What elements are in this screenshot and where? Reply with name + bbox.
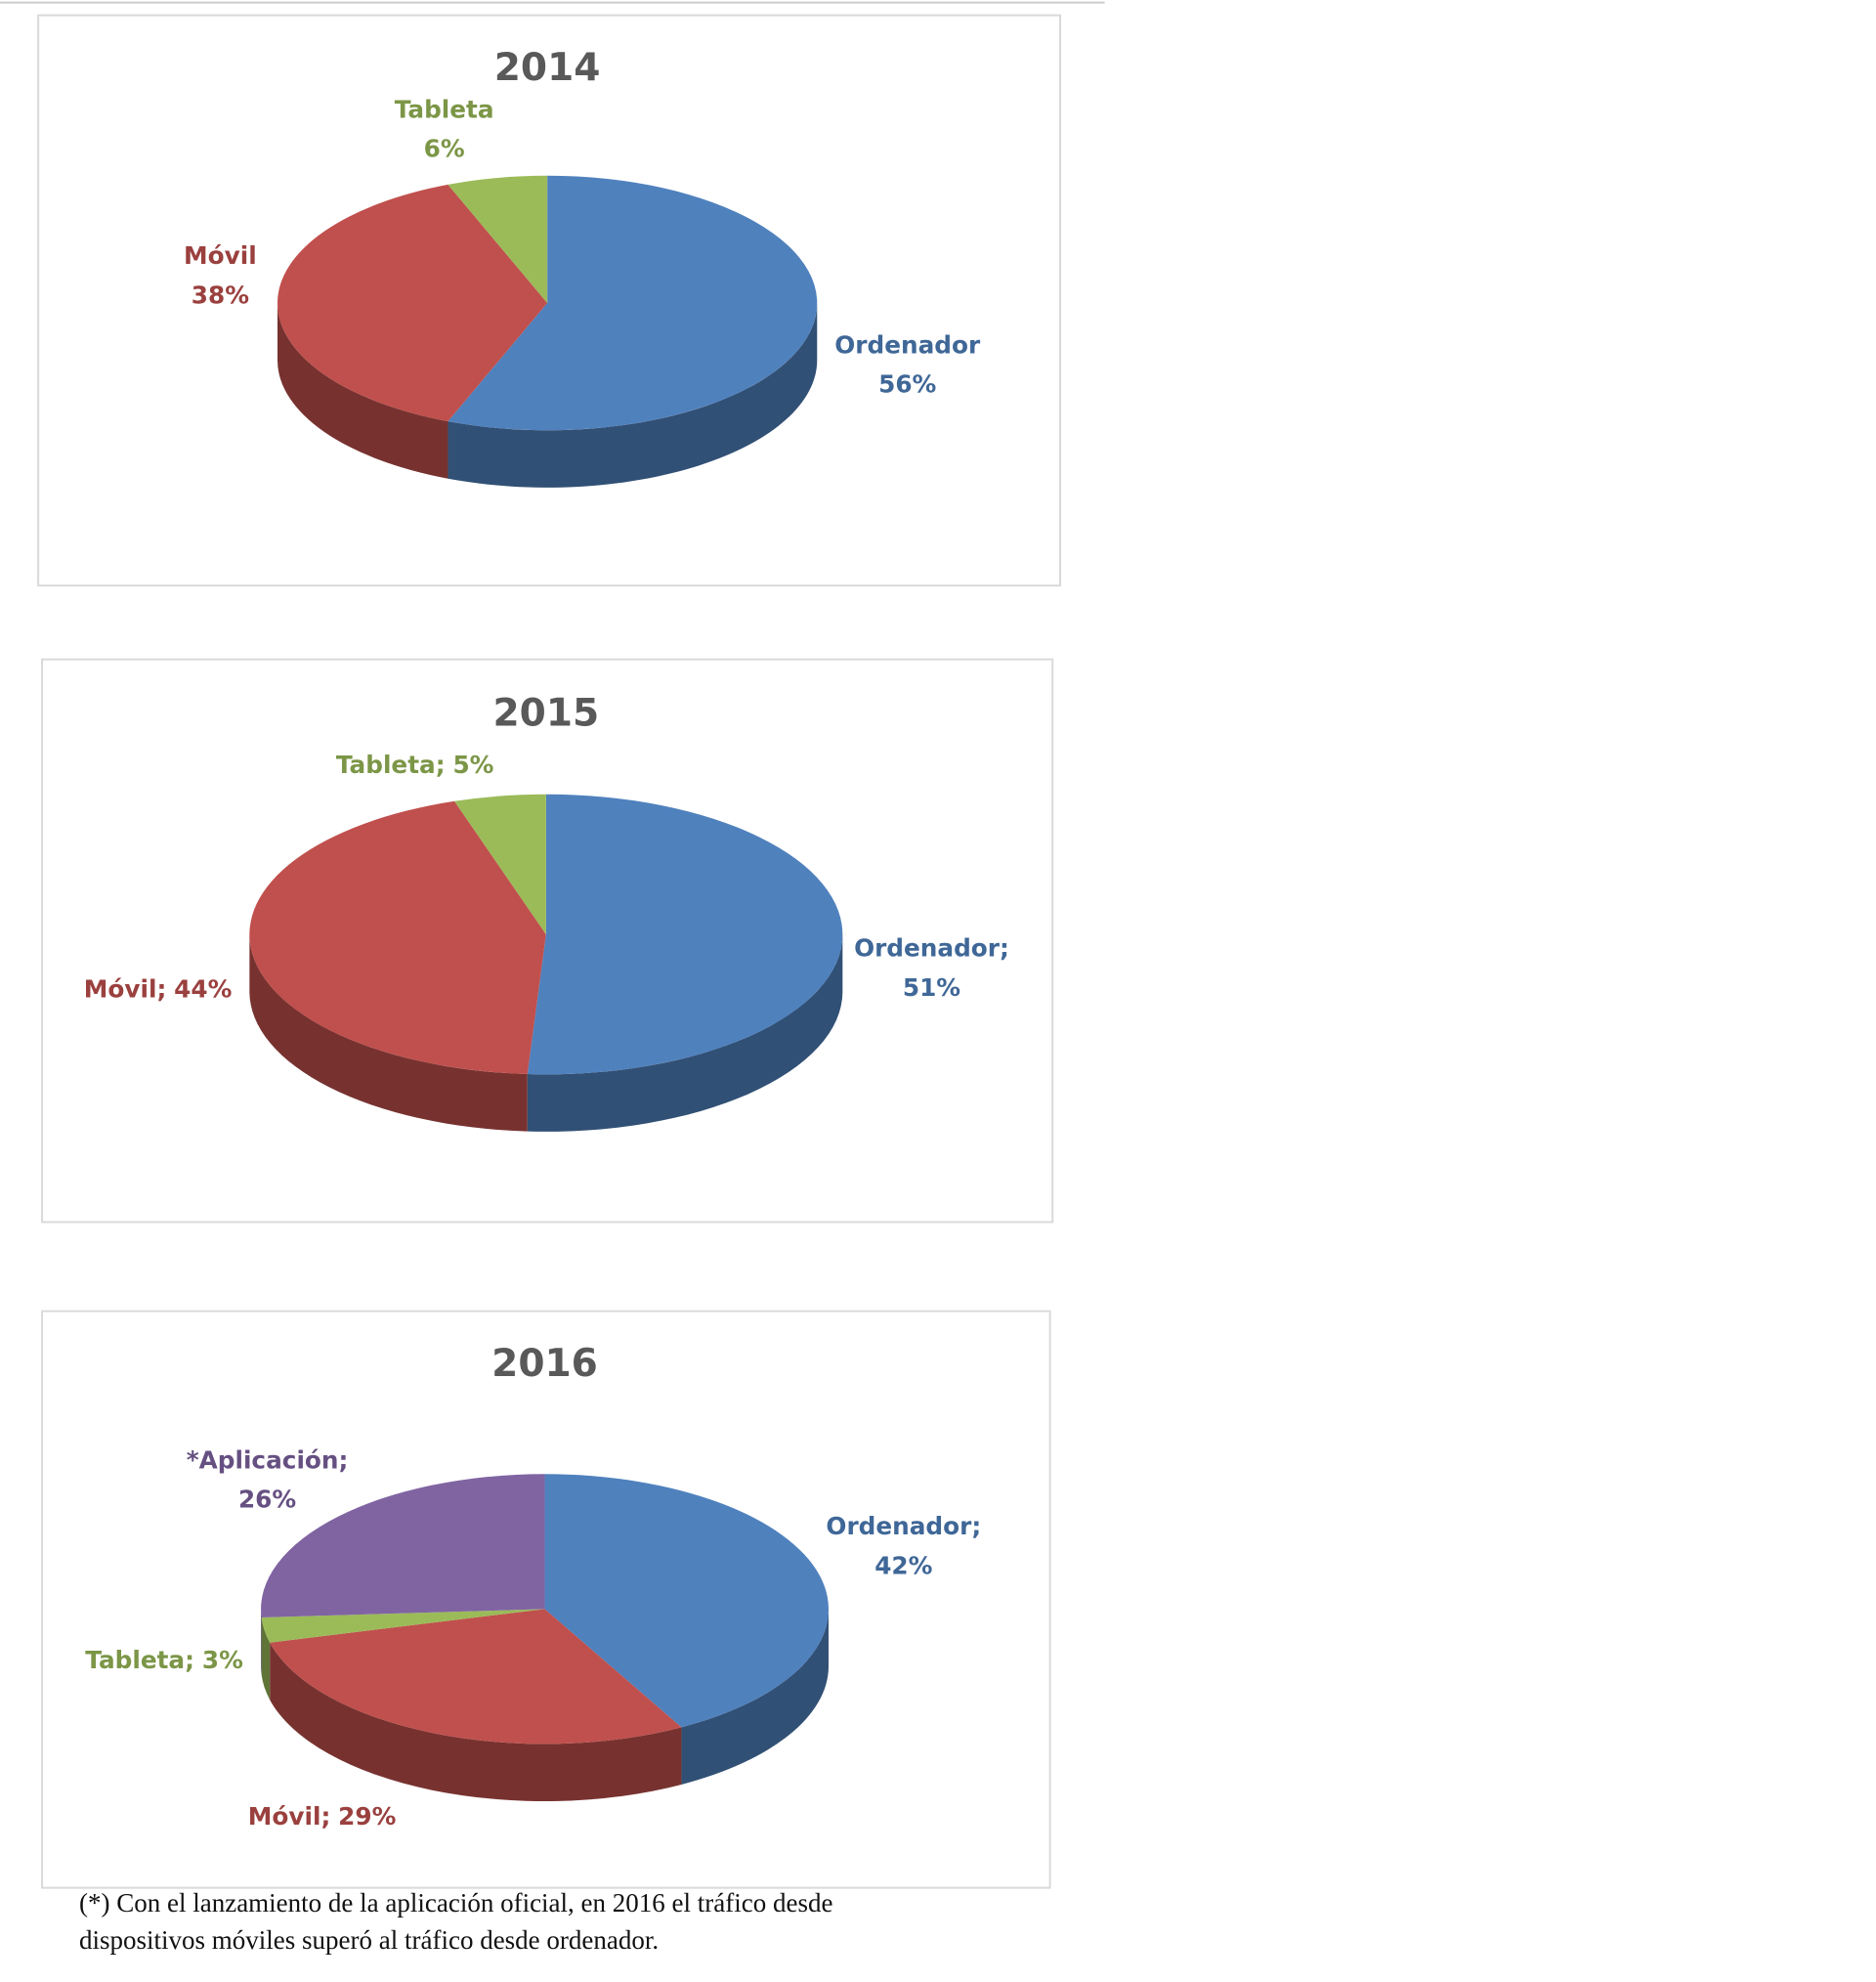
pie-chart: 2014 Ordenador 56% Móvil 38% Tableta 6% xyxy=(37,14,1062,587)
label-category: Móvil xyxy=(84,974,157,1003)
slice-tops xyxy=(249,794,843,1075)
label-value: 5% xyxy=(452,751,493,779)
slice xyxy=(448,175,548,303)
label-value: 38% xyxy=(192,280,249,309)
label-separator: ; xyxy=(339,1445,349,1474)
slice-side xyxy=(261,1609,262,1675)
slice xyxy=(544,1474,829,1728)
data-label: Ordenador; 51% xyxy=(854,934,1009,1002)
slice-tops xyxy=(277,175,818,431)
chart-title: 2015 xyxy=(492,692,599,736)
slice-sides xyxy=(277,302,818,488)
label-separator: ; xyxy=(971,1512,981,1540)
label-category: Ordenador xyxy=(854,934,1001,963)
label-category: Ordenador xyxy=(834,330,981,359)
data-label: Tableta; 3% xyxy=(85,1646,243,1674)
label-separator: ; xyxy=(1000,934,1009,963)
data-label: Tableta 6% xyxy=(395,95,494,162)
chart-title: 2014 xyxy=(494,46,601,90)
slice-side xyxy=(261,1617,271,1701)
slice-side xyxy=(277,302,448,479)
chart-title: 2016 xyxy=(491,1342,598,1386)
label-value: 44% xyxy=(174,974,232,1003)
label-category: Tableta xyxy=(336,751,436,779)
data-label: Móvil 38% xyxy=(184,241,257,309)
slice-side xyxy=(448,302,818,488)
slice-tops xyxy=(261,1474,829,1745)
slice xyxy=(249,800,546,1075)
label-value: 56% xyxy=(878,370,936,399)
label-category: Tableta xyxy=(395,95,494,123)
data-label: Ordenador; 42% xyxy=(826,1512,981,1579)
slice-side xyxy=(527,934,843,1132)
label-category: Móvil xyxy=(248,1802,321,1831)
data-label: Tableta; 5% xyxy=(336,751,494,779)
slice xyxy=(277,184,548,422)
slice xyxy=(261,1474,545,1618)
footnote: (*) Con el lanzamiento de la aplicación … xyxy=(79,1888,833,1955)
slice-side xyxy=(249,934,528,1132)
label-category: *Aplicación xyxy=(187,1445,339,1474)
label-separator: ; xyxy=(185,1646,194,1674)
data-label: Ordenador 56% xyxy=(834,330,981,398)
label-value: 26% xyxy=(238,1486,296,1514)
slice xyxy=(448,175,818,431)
slice-sides xyxy=(261,1609,829,1802)
label-separator: ; xyxy=(436,751,446,779)
label-category: Móvil xyxy=(184,241,257,270)
slice xyxy=(527,794,843,1075)
label-separator: ; xyxy=(320,1802,330,1831)
label-value: 51% xyxy=(903,973,960,1002)
label-separator: ; xyxy=(156,974,166,1003)
slice-side xyxy=(270,1642,682,1802)
data-label: Móvil; 29% xyxy=(248,1802,397,1831)
slice xyxy=(454,794,546,935)
pie-chart: 2016 Ordenador; 42% Móvil; 29% Tableta; 3% *Apl… xyxy=(41,1310,1051,1889)
data-label: *Aplicación; 26% xyxy=(187,1445,349,1513)
label-value: 29% xyxy=(338,1802,396,1831)
data-label: Móvil; 44% xyxy=(84,974,233,1003)
slice xyxy=(261,1609,545,1643)
label-value: 42% xyxy=(874,1551,932,1579)
label-value: 6% xyxy=(424,135,465,163)
label-category: Tableta xyxy=(85,1646,185,1674)
label-value: 3% xyxy=(202,1646,243,1674)
label-category: Ordenador xyxy=(826,1512,972,1540)
slice-sides xyxy=(249,934,843,1132)
slice xyxy=(270,1609,682,1745)
slice-side xyxy=(681,1609,829,1785)
